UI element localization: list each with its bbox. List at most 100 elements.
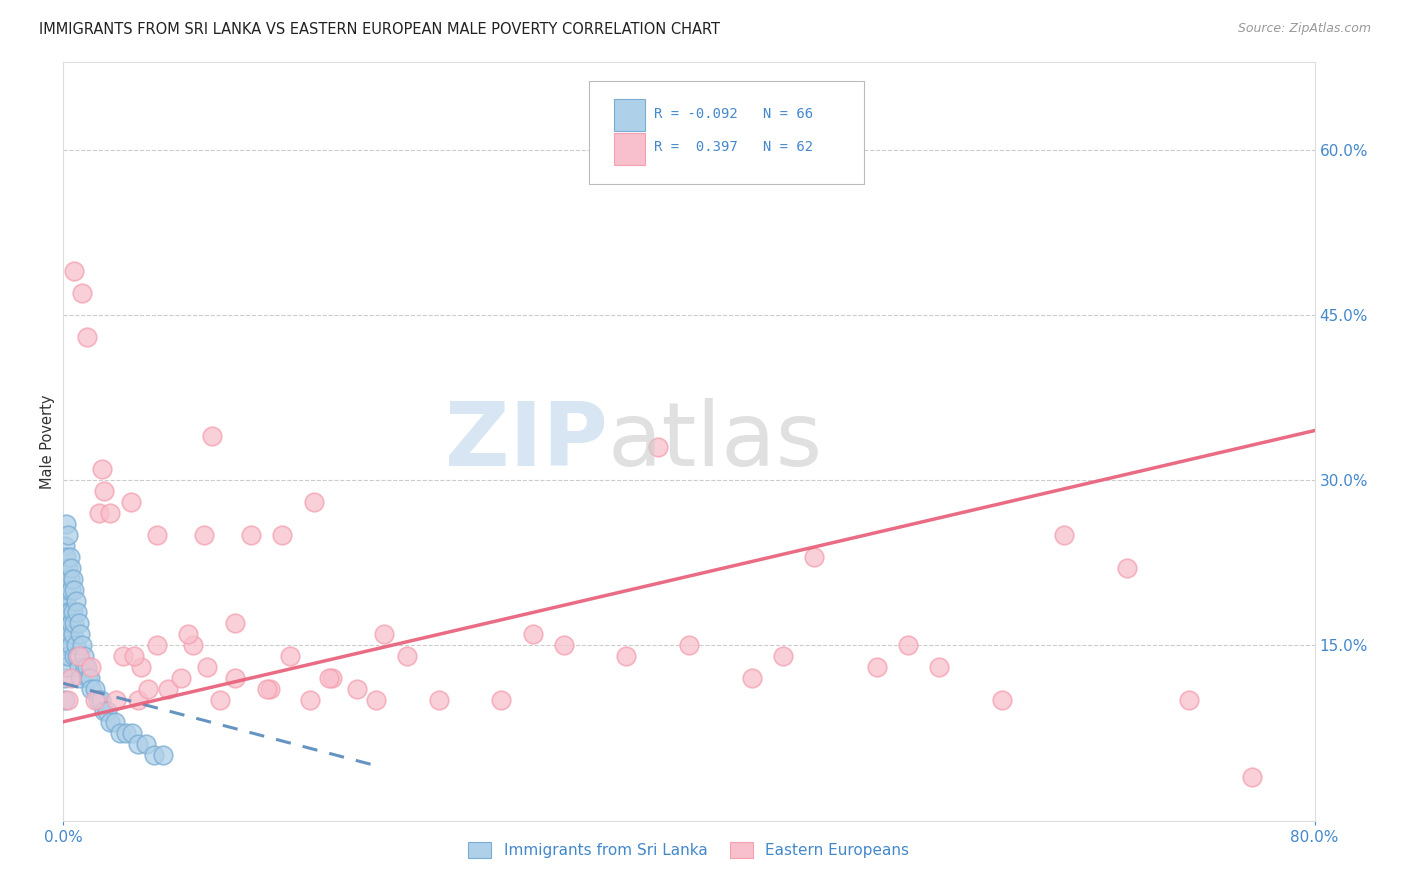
Point: [1178, 692, 1201, 706]
Point: [135, 737, 157, 751]
Point: [66, 648, 89, 663]
Point: [60, 671, 83, 685]
Point: [239, 528, 263, 542]
Point: [83, 692, 105, 706]
Point: [70, 638, 93, 652]
Point: [60, 561, 83, 575]
Point: [53, 692, 76, 706]
Point: [86, 692, 108, 706]
Point: [177, 627, 200, 641]
Point: [60, 582, 83, 597]
Point: [53, 648, 76, 663]
Point: [121, 725, 143, 739]
Point: [127, 737, 149, 751]
Point: [115, 725, 138, 739]
Point: [60, 615, 83, 630]
Point: [70, 286, 93, 301]
Point: [67, 660, 90, 674]
Point: [55, 615, 77, 630]
Point: [259, 681, 281, 696]
Text: ZIP: ZIP: [444, 398, 607, 485]
Point: [224, 615, 246, 630]
Point: [55, 572, 77, 586]
Point: [55, 638, 77, 652]
Point: [803, 549, 825, 564]
Point: [321, 671, 343, 685]
Point: [93, 704, 115, 718]
Point: [65, 638, 87, 652]
Point: [491, 692, 513, 706]
Point: [396, 648, 419, 663]
Text: R = -0.092   N = 66: R = -0.092 N = 66: [654, 107, 813, 121]
Point: [56, 648, 79, 663]
Point: [90, 692, 112, 706]
Point: [53, 615, 76, 630]
Point: [53, 638, 76, 652]
Point: [131, 660, 153, 674]
Point: [647, 440, 669, 454]
Point: [1116, 561, 1139, 575]
Point: [616, 648, 638, 663]
Point: [63, 582, 86, 597]
Point: [58, 627, 80, 641]
Point: [278, 648, 301, 663]
Point: [928, 660, 950, 674]
Point: [195, 660, 218, 674]
Point: [58, 605, 80, 619]
Point: [169, 671, 191, 685]
Point: [65, 594, 87, 608]
Point: [53, 671, 76, 685]
Point: [79, 671, 101, 685]
Point: [104, 714, 127, 729]
Point: [55, 594, 77, 608]
Point: [69, 627, 91, 641]
Point: [302, 495, 325, 509]
Point: [741, 671, 763, 685]
Point: [866, 660, 889, 674]
Point: [143, 747, 166, 762]
Point: [89, 506, 111, 520]
Point: [373, 627, 395, 641]
Point: [62, 627, 84, 641]
Point: [56, 561, 79, 575]
Point: [63, 648, 86, 663]
Point: [772, 648, 794, 663]
Bar: [614, 133, 645, 165]
Point: [62, 572, 84, 586]
Point: [256, 681, 278, 696]
Point: [157, 681, 180, 696]
Point: [80, 660, 103, 674]
Point: [56, 582, 79, 597]
Point: [678, 638, 700, 652]
Point: [146, 638, 169, 652]
Point: [108, 725, 131, 739]
Point: [271, 528, 294, 542]
Point: [77, 671, 100, 685]
Point: [427, 692, 450, 706]
Point: [146, 528, 169, 542]
Point: [58, 549, 80, 564]
Point: [53, 539, 76, 553]
Point: [105, 692, 128, 706]
Point: [120, 495, 142, 509]
Point: [152, 747, 174, 762]
Point: [1241, 770, 1264, 784]
Point: [201, 429, 224, 443]
Point: [80, 681, 103, 696]
Point: [76, 330, 98, 344]
Text: atlas: atlas: [607, 398, 823, 485]
Point: [55, 660, 77, 674]
Point: [53, 605, 76, 619]
Point: [91, 462, 114, 476]
Point: [53, 594, 76, 608]
Point: [53, 582, 76, 597]
Point: [56, 627, 79, 641]
Point: [181, 638, 204, 652]
Point: [63, 264, 86, 278]
Point: [208, 692, 231, 706]
Point: [58, 572, 80, 586]
Point: [55, 516, 77, 531]
FancyBboxPatch shape: [589, 81, 865, 184]
Point: [56, 692, 79, 706]
Point: [193, 528, 215, 542]
